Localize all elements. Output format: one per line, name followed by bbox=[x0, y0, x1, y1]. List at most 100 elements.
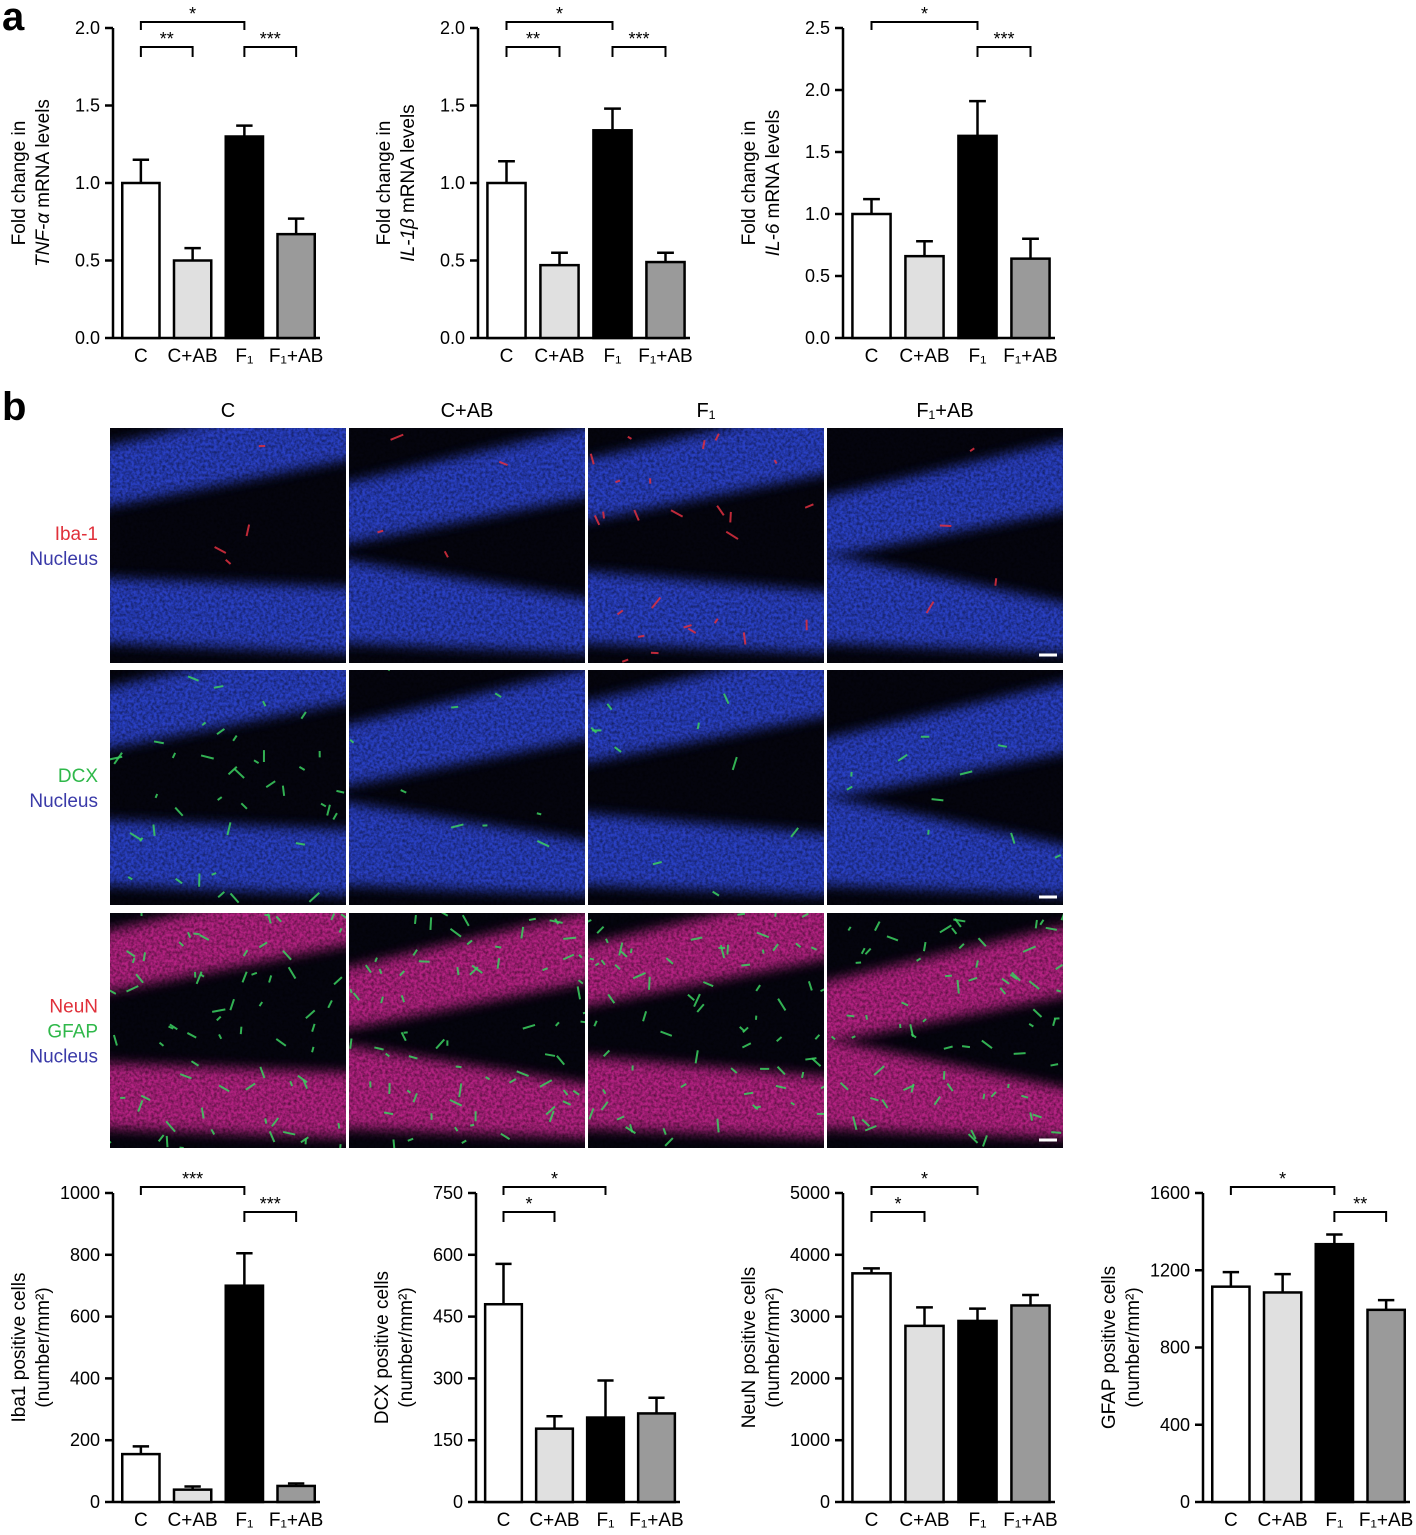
texture bbox=[349, 428, 585, 663]
texture bbox=[110, 428, 346, 663]
cell-process bbox=[1051, 1132, 1061, 1133]
significance-label: *** bbox=[628, 29, 649, 49]
bar bbox=[852, 214, 890, 338]
x-tick-label: F₁ bbox=[596, 1510, 614, 1530]
micrograph bbox=[339, 910, 595, 1153]
cell-process bbox=[802, 1072, 803, 1078]
cell-process bbox=[649, 977, 650, 990]
bar bbox=[487, 183, 525, 338]
y-axis-label-rest: (number/mm²) bbox=[33, 1287, 54, 1407]
y-tick-label: 1.5 bbox=[805, 142, 830, 162]
significance-label: * bbox=[1279, 1169, 1286, 1189]
cell-process bbox=[945, 976, 952, 977]
y-axis-label-rest: (number/mm²) bbox=[1123, 1287, 1144, 1407]
y-tick-label: 0.0 bbox=[440, 328, 465, 348]
y-tick-label: 1.0 bbox=[440, 173, 465, 193]
cell-process bbox=[727, 945, 728, 955]
y-axis-label: TNF-αmRNA levels bbox=[33, 99, 54, 267]
x-tick-label: F₁+AB bbox=[1003, 346, 1057, 367]
x-tick-label: C+AB bbox=[534, 346, 584, 367]
cell-process bbox=[603, 512, 604, 519]
cell-process bbox=[631, 949, 632, 954]
y-tick-label: 1.0 bbox=[805, 204, 830, 224]
cell-process bbox=[470, 1125, 474, 1126]
y-tick-label: 150 bbox=[433, 1430, 463, 1450]
cell-process bbox=[983, 1094, 984, 1099]
image-row-label: Nucleus bbox=[29, 1047, 98, 1068]
y-axis-label-gene: TNF-α bbox=[33, 212, 54, 267]
significance-label: * bbox=[921, 1169, 928, 1189]
cell-process bbox=[167, 1136, 168, 1147]
bar bbox=[1011, 1305, 1049, 1502]
bar bbox=[593, 130, 631, 338]
bar bbox=[1316, 1244, 1353, 1502]
x-tick-label: C bbox=[134, 1510, 148, 1530]
significance-label: ** bbox=[1353, 1194, 1367, 1214]
x-tick-label: C+AB bbox=[899, 1510, 949, 1530]
y-tick-label: 0.5 bbox=[440, 251, 465, 271]
y-axis-label: GFAP positive cells bbox=[1099, 1266, 1120, 1429]
texture bbox=[588, 428, 824, 663]
cell-process bbox=[529, 919, 536, 920]
cell-process bbox=[1056, 990, 1060, 991]
significance-label: ** bbox=[526, 29, 540, 49]
cell-process bbox=[737, 914, 745, 915]
y-axis-label: (number/mm²) bbox=[1123, 1287, 1144, 1407]
x-tick-label: C+AB bbox=[899, 346, 949, 367]
significance-label: * bbox=[556, 4, 563, 24]
cell-process bbox=[265, 1118, 266, 1123]
y-tick-label: 800 bbox=[1160, 1338, 1190, 1358]
y-tick-label: 3000 bbox=[790, 1307, 830, 1327]
y-axis-label: IL-6mRNA levels bbox=[763, 110, 784, 257]
y-tick-label: 1600 bbox=[1150, 1183, 1190, 1203]
cell-process bbox=[456, 1067, 462, 1068]
bar bbox=[174, 261, 211, 339]
significance-label: *** bbox=[993, 29, 1014, 49]
y-tick-label: 750 bbox=[433, 1183, 463, 1203]
cell-process bbox=[415, 915, 416, 924]
bar bbox=[852, 1273, 890, 1502]
cell-process bbox=[193, 933, 199, 934]
y-tick-label: 0 bbox=[453, 1492, 463, 1512]
x-tick-label: C+AB bbox=[168, 1510, 218, 1530]
texture bbox=[110, 670, 346, 905]
bar bbox=[638, 1413, 675, 1502]
cell-process bbox=[283, 786, 284, 796]
y-axis-label: Iba1 positive cells bbox=[9, 1273, 30, 1423]
y-axis-label-rest: mRNA levels bbox=[398, 104, 419, 213]
y-axis-label-rest: (number/mm²) bbox=[763, 1287, 784, 1407]
bar bbox=[1264, 1292, 1301, 1502]
bar bbox=[905, 1326, 943, 1502]
texture bbox=[349, 670, 585, 905]
bar bbox=[174, 1490, 211, 1502]
image-column-label: F₁ bbox=[697, 400, 716, 422]
cell-process bbox=[153, 825, 154, 836]
y-tick-label: 450 bbox=[433, 1307, 463, 1327]
y-tick-label: 2.0 bbox=[805, 80, 830, 100]
x-tick-label: F₁+AB bbox=[638, 346, 692, 367]
cell-process bbox=[451, 707, 458, 708]
bar bbox=[122, 1454, 159, 1502]
cell-process bbox=[995, 578, 996, 586]
micrograph bbox=[100, 630, 356, 905]
image-row-label: Iba-1 bbox=[55, 524, 98, 545]
image-row-label: GFAP bbox=[47, 1022, 98, 1043]
y-axis-label: (number/mm²) bbox=[396, 1287, 417, 1407]
y-axis-label: DCX positive cells bbox=[372, 1271, 393, 1424]
y-tick-label: 2.0 bbox=[75, 18, 100, 38]
x-tick-label: C+AB bbox=[1258, 1510, 1308, 1530]
cell-process bbox=[847, 1015, 855, 1016]
micrograph bbox=[817, 428, 1073, 663]
cell-process bbox=[932, 799, 944, 800]
y-tick-label: 1.0 bbox=[75, 173, 100, 193]
cell-process bbox=[1051, 1064, 1059, 1065]
cell-process bbox=[457, 967, 458, 975]
y-tick-label: 0 bbox=[1180, 1492, 1190, 1512]
y-tick-label: 1000 bbox=[790, 1430, 830, 1450]
significance-label: * bbox=[525, 1194, 532, 1214]
cell-process bbox=[590, 959, 594, 960]
cell-process bbox=[393, 1139, 394, 1152]
micrograph bbox=[339, 425, 595, 663]
significance-label: *** bbox=[182, 1169, 203, 1189]
